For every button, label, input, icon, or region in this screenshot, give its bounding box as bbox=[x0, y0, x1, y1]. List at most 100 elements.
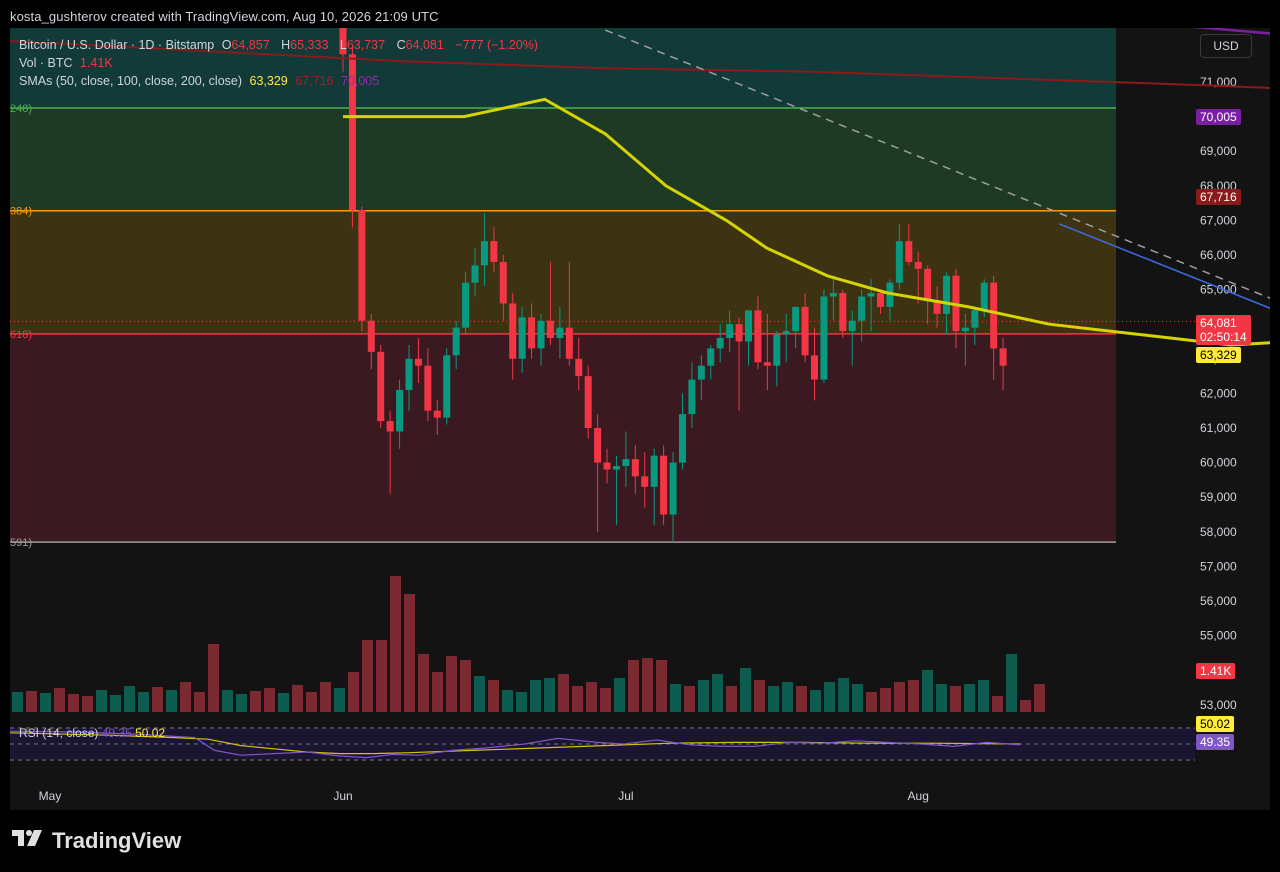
volume-bar bbox=[488, 680, 499, 712]
volume-bar bbox=[516, 692, 527, 712]
fib-zone-top bbox=[10, 28, 1116, 108]
fib-zone-red bbox=[10, 333, 1116, 543]
candle-body bbox=[754, 310, 762, 363]
volume-bar bbox=[124, 686, 135, 712]
volume-bar bbox=[446, 656, 457, 712]
candle-body bbox=[848, 320, 856, 332]
chart-byline: kosta_gushterov created with TradingView… bbox=[10, 9, 439, 24]
sma50-line bbox=[343, 97, 1270, 347]
candle-body bbox=[518, 317, 526, 359]
candle-body bbox=[414, 358, 422, 366]
volume-bar bbox=[950, 686, 961, 712]
rsi-ma-value: 50.02 bbox=[135, 726, 166, 740]
fib-zone-green bbox=[10, 107, 1116, 211]
volume-price-label: 1.41K bbox=[1196, 663, 1236, 679]
candle-body bbox=[377, 351, 385, 422]
candle-body bbox=[877, 293, 885, 307]
volume-bar bbox=[96, 690, 107, 712]
volume-bar bbox=[726, 686, 737, 712]
volume-bar bbox=[530, 680, 541, 712]
candle-body bbox=[839, 293, 847, 332]
y-tick-label: 59,000 bbox=[1200, 490, 1237, 504]
candle-body bbox=[716, 338, 724, 349]
bar-countdown: 02:50:14 bbox=[1200, 330, 1247, 344]
y-tick-label: 55,000 bbox=[1200, 629, 1237, 643]
volume-bar bbox=[222, 690, 233, 712]
volume-bar bbox=[82, 696, 93, 712]
candle-body bbox=[678, 414, 686, 463]
volume-bar bbox=[26, 691, 37, 712]
fib-level-label: 618) bbox=[10, 329, 32, 341]
candle-body bbox=[943, 275, 951, 314]
volume-bar bbox=[936, 684, 947, 712]
sma-label: SMAs (50, close, 100, close, 200, close) bbox=[19, 74, 243, 88]
x-tick-label: Jul bbox=[618, 789, 633, 803]
volume-bar bbox=[348, 672, 359, 712]
fib-zone-orange bbox=[10, 210, 1116, 334]
candle-body bbox=[650, 455, 658, 487]
volume-bar bbox=[390, 576, 401, 712]
volume-bar bbox=[852, 684, 863, 712]
high-value: 65,333 bbox=[290, 38, 329, 52]
candle-body bbox=[792, 306, 800, 332]
volume-bar bbox=[698, 680, 709, 712]
y-tick-label: 67,000 bbox=[1200, 213, 1237, 227]
fib-level-label: 591) bbox=[10, 537, 32, 549]
candle-body bbox=[405, 358, 413, 390]
candle-body bbox=[999, 348, 1007, 366]
sma-legend: SMAs (50, close, 100, close, 200, close)… bbox=[19, 74, 383, 88]
candle-body bbox=[556, 327, 564, 339]
candle-body bbox=[961, 327, 969, 332]
candle-body bbox=[773, 334, 781, 366]
last-price: 64,081 bbox=[1200, 316, 1237, 330]
volume-bar bbox=[656, 660, 667, 712]
volume-bar bbox=[250, 691, 261, 712]
candle-body bbox=[490, 241, 498, 262]
candle-body bbox=[924, 268, 932, 300]
candle-body bbox=[905, 241, 913, 262]
symbol-legend: Bitcoin / U.S. Dollar · 1D · Bitstamp O6… bbox=[19, 38, 539, 52]
candle-body bbox=[697, 365, 705, 380]
volume-bar bbox=[138, 692, 149, 712]
candle-body bbox=[367, 320, 375, 352]
volume-bar bbox=[40, 693, 51, 712]
candle-body bbox=[895, 241, 903, 283]
tradingview-logo-icon bbox=[12, 828, 46, 854]
y-tick-label: 65,000 bbox=[1200, 283, 1237, 297]
sma200-price-label: 70,005 bbox=[1196, 109, 1241, 125]
volume-bar bbox=[1006, 654, 1017, 712]
close-value: 64,081 bbox=[405, 38, 444, 52]
candle-body bbox=[603, 462, 611, 470]
change-value: −777 (−1.20%) bbox=[455, 38, 539, 52]
volume-bar bbox=[572, 686, 583, 712]
volume-bar bbox=[404, 594, 415, 712]
volume-value: 1.41K bbox=[79, 56, 113, 70]
volume-bar bbox=[782, 682, 793, 712]
candle-body bbox=[707, 348, 715, 366]
rsi-line bbox=[10, 730, 1020, 759]
candle-body bbox=[744, 310, 752, 342]
candle-body bbox=[509, 303, 517, 359]
y-tick-label: 61,000 bbox=[1200, 421, 1237, 435]
candle-body bbox=[811, 355, 818, 380]
currency-button[interactable]: USD bbox=[1200, 34, 1252, 58]
volume-bar bbox=[964, 684, 975, 712]
candle-body bbox=[433, 410, 441, 418]
candle-body bbox=[424, 365, 432, 411]
candle-body bbox=[443, 355, 451, 418]
volume-bar bbox=[474, 676, 485, 712]
sma100-line bbox=[10, 40, 1270, 90]
price-chart[interactable]: 248)384)618)591)71,00070,00069,00068,000… bbox=[10, 28, 1270, 810]
candle-body bbox=[990, 282, 998, 349]
rsi-label: RSI (14, close) bbox=[19, 726, 99, 740]
fib-level-label: 384) bbox=[10, 206, 32, 218]
low-value: 63,737 bbox=[346, 38, 386, 52]
candle-body bbox=[594, 428, 602, 463]
volume-bar bbox=[838, 678, 849, 712]
volume-bar bbox=[866, 692, 877, 712]
rsi-ma-price-label: 50.02 bbox=[1196, 716, 1235, 732]
volume-bar bbox=[824, 682, 835, 712]
sma200-value: 70,005 bbox=[340, 74, 380, 88]
volume-bar bbox=[166, 690, 177, 712]
volume-bar bbox=[712, 674, 723, 712]
